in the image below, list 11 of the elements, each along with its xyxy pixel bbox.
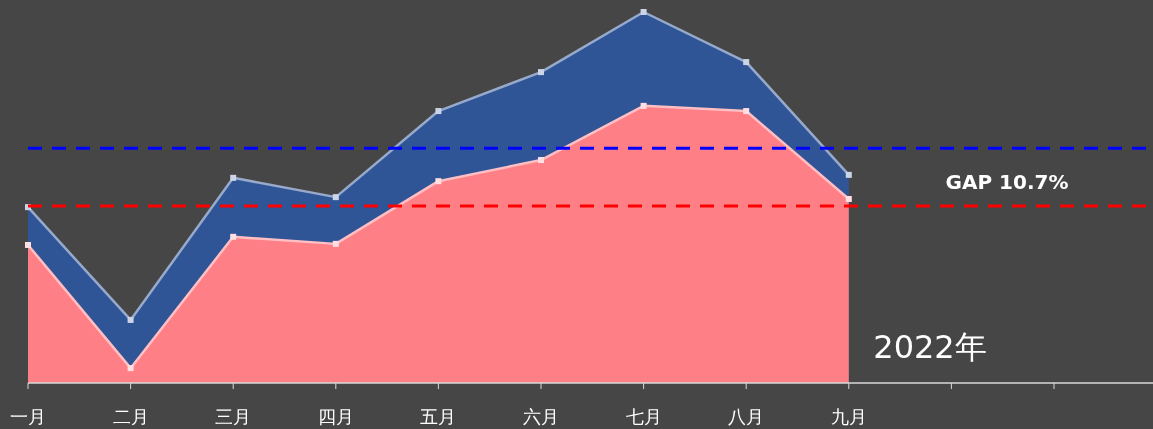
x-tick-label: 二月 [112, 406, 149, 427]
x-tick-label: 四月 [317, 406, 354, 427]
x-tick-label: 九月 [830, 406, 867, 427]
annotation: GAP 10.7% [945, 170, 1069, 194]
annotation: 2022年 [873, 328, 987, 366]
x-tick-label: 三月 [215, 406, 252, 427]
x-tick-label: 八月 [728, 406, 765, 427]
x-tick-label: 五月 [420, 406, 457, 427]
x-tick-label: 六月 [523, 406, 559, 427]
x-tick-label: 七月 [625, 406, 662, 427]
x-tick-label: 一月 [10, 406, 46, 427]
